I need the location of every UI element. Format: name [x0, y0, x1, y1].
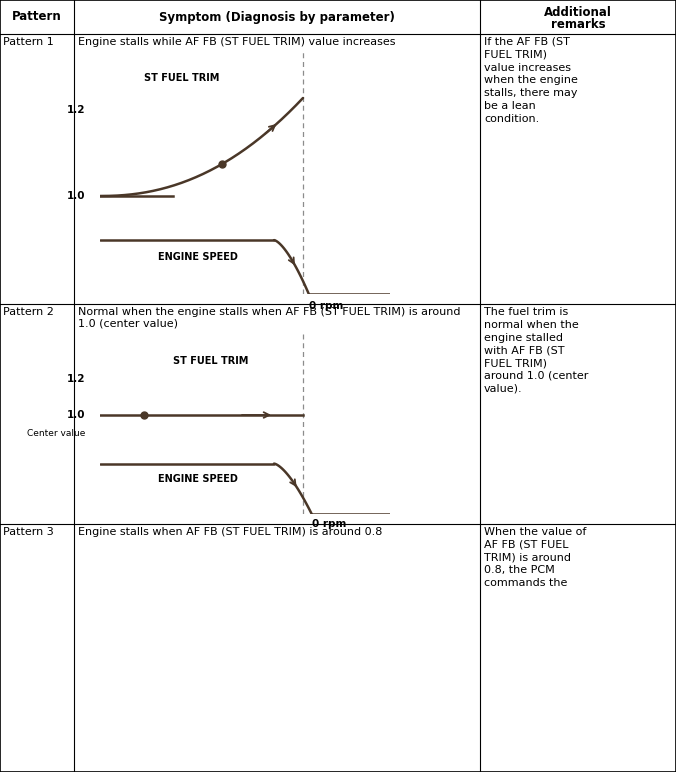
Text: ENGINE SPEED: ENGINE SPEED: [158, 252, 238, 262]
Text: 0 rpm: 0 rpm: [309, 301, 343, 311]
Text: Pattern 3: Pattern 3: [3, 527, 54, 537]
Text: ENGINE SPEED: ENGINE SPEED: [158, 473, 238, 483]
Text: If the AF FB (ST
FUEL TRIM)
value increases
when the engine
stalls, there may
be: If the AF FB (ST FUEL TRIM) value increa…: [484, 37, 578, 124]
Text: ST FUEL TRIM: ST FUEL TRIM: [143, 73, 219, 83]
Text: 1.0: 1.0: [67, 191, 85, 201]
Text: 1.2: 1.2: [67, 374, 85, 384]
Text: 1.0: 1.0: [67, 410, 85, 420]
Text: remarks: remarks: [551, 18, 605, 31]
Text: ST FUEL TRIM: ST FUEL TRIM: [172, 356, 248, 366]
Text: Pattern 1: Pattern 1: [3, 37, 54, 47]
Text: Engine stalls while AF FB (ST FUEL TRIM) value increases: Engine stalls while AF FB (ST FUEL TRIM)…: [78, 37, 395, 47]
Text: 0 rpm: 0 rpm: [312, 520, 346, 530]
Text: Center value: Center value: [27, 428, 85, 438]
Text: Engine stalls when AF FB (ST FUEL TRIM) is around 0.8: Engine stalls when AF FB (ST FUEL TRIM) …: [78, 527, 383, 537]
Text: Normal when the engine stalls when AF FB (ST FUEL TRIM) is around
1.0 (center va: Normal when the engine stalls when AF FB…: [78, 307, 460, 329]
Text: 1.2: 1.2: [67, 105, 85, 115]
Text: Symptom (Diagnosis by parameter): Symptom (Diagnosis by parameter): [159, 11, 395, 23]
Text: Additional: Additional: [544, 5, 612, 19]
Text: The fuel trim is
normal when the
engine stalled
with AF FB (ST
FUEL TRIM)
around: The fuel trim is normal when the engine …: [484, 307, 588, 394]
Text: When the value of
AF FB (ST FUEL
TRIM) is around
0.8, the PCM
commands the: When the value of AF FB (ST FUEL TRIM) i…: [484, 527, 586, 588]
Text: Pattern 2: Pattern 2: [3, 307, 54, 317]
Text: Pattern: Pattern: [12, 11, 62, 23]
